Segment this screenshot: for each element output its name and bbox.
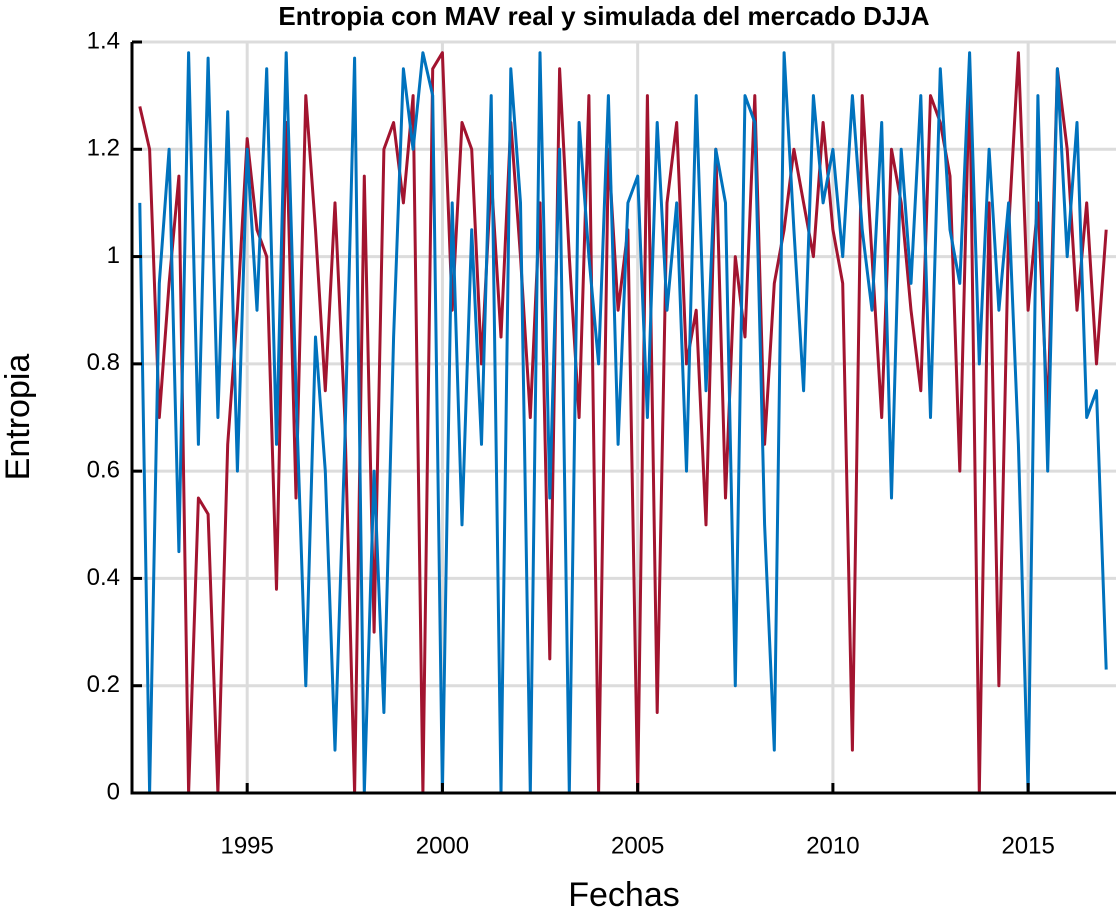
x-tick-label: 2000 <box>416 832 469 859</box>
y-tick-label: 0.4 <box>87 564 120 591</box>
x-tick-label: 2005 <box>611 832 664 859</box>
x-tick-label: 2010 <box>806 832 859 859</box>
y-axis-label: Entropia <box>0 354 37 481</box>
y-tick-label: 1.4 <box>87 27 120 54</box>
x-tick-label: 1995 <box>220 832 273 859</box>
y-tick-label: 0.6 <box>87 456 120 483</box>
chart-title: Entropia con MAV real y simulada del mer… <box>278 1 929 31</box>
y-tick-label: 1.2 <box>87 135 120 162</box>
x-tick-label: 2015 <box>1001 832 1054 859</box>
y-tick-label: 1 <box>107 242 120 269</box>
y-tick-label: 0.8 <box>87 349 120 376</box>
series-line <box>138 51 1108 795</box>
x-axis-label: Fechas <box>568 876 680 914</box>
y-tick-label: 0.2 <box>87 671 120 698</box>
plot-area <box>138 51 1108 795</box>
y-tick-label: 0 <box>107 778 120 805</box>
axes: 0 0.2 0.4 0.6 0.8 1 1.2 1.4 1995 2000 2005 2010 2015 <box>87 27 1116 859</box>
